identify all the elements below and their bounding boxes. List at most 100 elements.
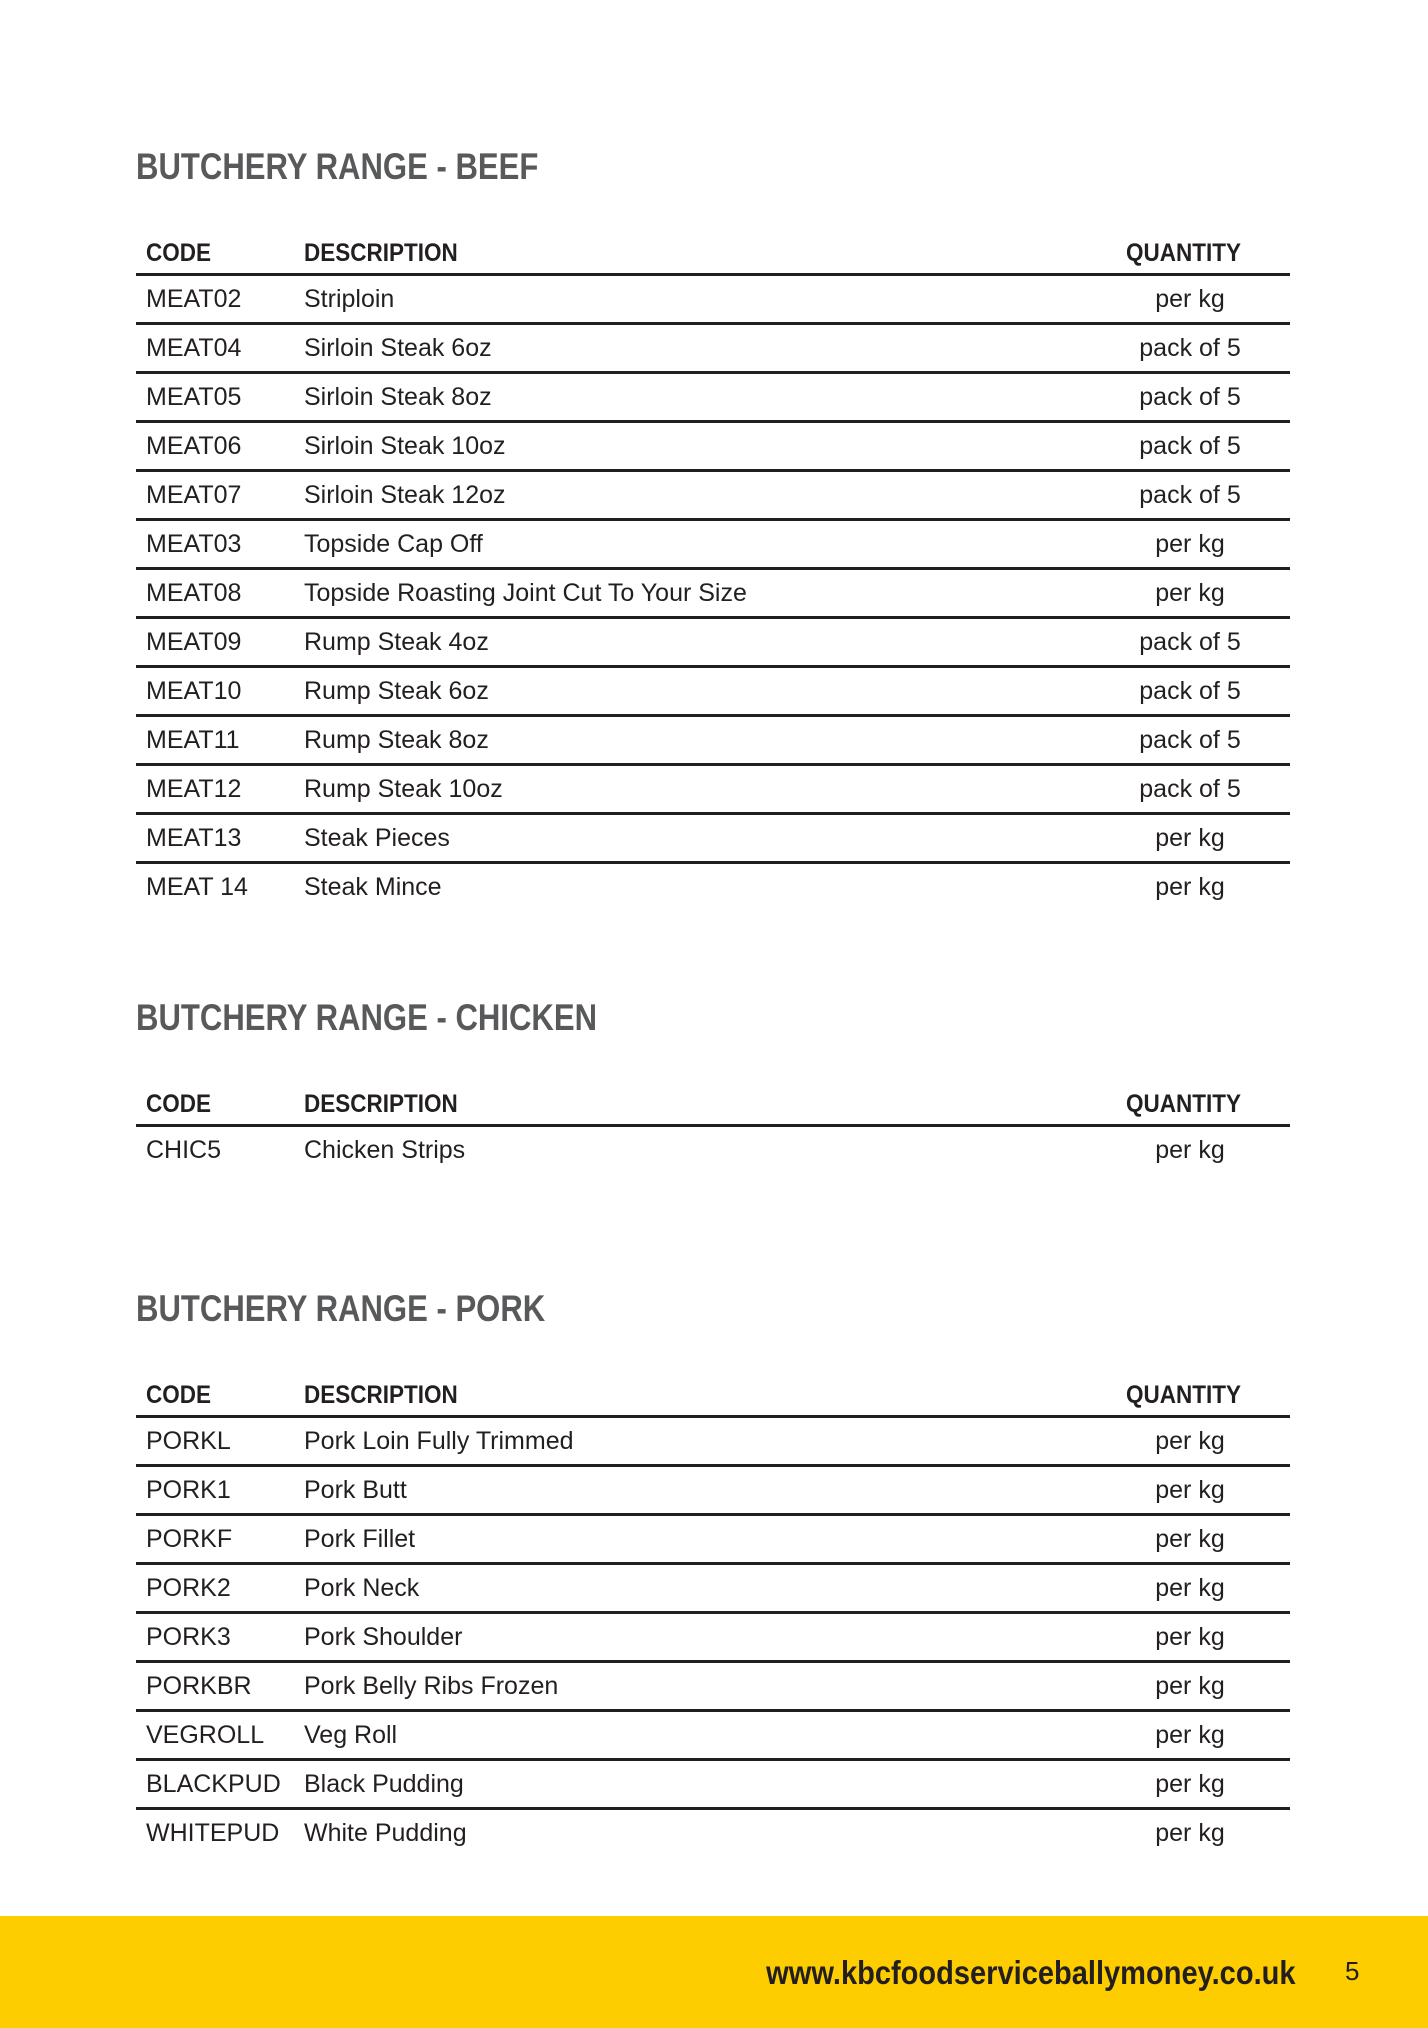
product-description: Rump Steak 8oz: [304, 715, 1090, 766]
table-row: MEAT06 Sirloin Steak 10oz pack of 5: [136, 421, 1290, 472]
product-code: MEAT02: [136, 274, 304, 325]
table-row: MEAT13 Steak Pieces per kg: [136, 813, 1290, 864]
product-quantity: per kg: [1090, 1759, 1290, 1810]
table-row: CHIC5 Chicken Strips per kg: [136, 1126, 1290, 1174]
product-code: MEAT06: [136, 421, 304, 472]
product-description: Rump Steak 4oz: [304, 617, 1090, 668]
pork-table: CODE DESCRIPTION QUANTITY PORKL Pork Loin Fu…: [136, 1375, 1290, 1856]
product-quantity: per kg: [1155, 1818, 1225, 1847]
product-description: Rump Steak 6oz: [304, 666, 1090, 717]
product-code: MEAT08: [136, 568, 304, 619]
product-description: Chicken Strips: [304, 1135, 466, 1164]
table-row: WHITEPUD White Pudding per kg: [136, 1809, 1290, 1857]
section-title-chicken: BUTCHERY RANGE - CHICKEN: [136, 997, 598, 1038]
product-quantity: per kg: [1090, 274, 1290, 325]
table-row: MEAT02 Striploin per kg: [136, 274, 1290, 325]
product-description: Pork Neck: [304, 1563, 1090, 1614]
table-row: MEAT07 Sirloin Steak 12oz pack of 5: [136, 470, 1290, 521]
header-quantity: QUANTITY: [1090, 233, 1290, 276]
product-quantity: per kg: [1090, 1514, 1290, 1565]
product-quantity: pack of 5: [1090, 372, 1290, 423]
table-row: MEAT09 Rump Steak 4oz pack of 5: [136, 617, 1290, 668]
product-description: Topside Roasting Joint Cut To Your Size: [304, 568, 1090, 619]
table-row: PORKF Pork Fillet per kg: [136, 1514, 1290, 1565]
product-code: PORKL: [136, 1416, 304, 1467]
product-code: PORK2: [136, 1563, 304, 1614]
product-quantity: pack of 5: [1090, 764, 1290, 815]
beef-table: CODE DESCRIPTION QUANTITY MEAT02 Striploin pe…: [136, 233, 1290, 910]
table-header: CODE DESCRIPTION QUANTITY: [136, 1084, 1290, 1127]
table-row: MEAT04 Sirloin Steak 6oz pack of 5: [136, 323, 1290, 374]
table-row: PORKBR Pork Belly Ribs Frozen per kg: [136, 1661, 1290, 1712]
product-code: BLACKPUD: [136, 1759, 304, 1810]
product-description: Sirloin Steak 12oz: [304, 470, 1090, 521]
header-quantity: QUANTITY: [1090, 1375, 1290, 1418]
product-description: White Pudding: [304, 1818, 467, 1847]
product-quantity: per kg: [1155, 1135, 1225, 1164]
product-description: Topside Cap Off: [304, 519, 1090, 570]
product-description: Sirloin Steak 6oz: [304, 323, 1090, 374]
table-row: PORK1 Pork Butt per kg: [136, 1465, 1290, 1516]
section-title-pork: BUTCHERY RANGE - PORK: [136, 1288, 546, 1329]
product-code: MEAT13: [136, 813, 304, 864]
product-code: PORKF: [136, 1514, 304, 1565]
table-row: PORK3 Pork Shoulder per kg: [136, 1612, 1290, 1663]
product-description: Pork Loin Fully Trimmed: [304, 1416, 1090, 1467]
product-quantity: pack of 5: [1090, 470, 1290, 521]
table-row: PORK2 Pork Neck per kg: [136, 1563, 1290, 1614]
product-code: MEAT11: [136, 715, 304, 766]
product-quantity: per kg: [1090, 1612, 1290, 1663]
product-quantity: per kg: [1090, 568, 1290, 619]
product-code: CHIC5: [146, 1135, 222, 1164]
product-quantity: pack of 5: [1090, 715, 1290, 766]
header-quantity: QUANTITY: [1090, 1084, 1290, 1127]
product-description: Pork Shoulder: [304, 1612, 1090, 1663]
product-code: PORK3: [136, 1612, 304, 1663]
product-code: PORK1: [136, 1465, 304, 1516]
section-title-beef: BUTCHERY RANGE - BEEF: [136, 146, 539, 187]
product-description: Veg Roll: [304, 1710, 1090, 1761]
product-code: MEAT10: [136, 666, 304, 717]
header-code: CODE: [136, 1375, 304, 1418]
table-row: PORKL Pork Loin Fully Trimmed per kg: [136, 1416, 1290, 1467]
table-row: MEAT03 Topside Cap Off per kg: [136, 519, 1290, 570]
product-description: Pork Fillet: [304, 1514, 1090, 1565]
product-quantity: pack of 5: [1090, 666, 1290, 717]
product-quantity: per kg: [1090, 519, 1290, 570]
product-description: Rump Steak 10oz: [304, 764, 1090, 815]
table-row: BLACKPUD Black Pudding per kg: [136, 1759, 1290, 1810]
product-quantity: per kg: [1090, 1661, 1290, 1712]
header-description: DESCRIPTION: [304, 1375, 1090, 1418]
product-quantity: per kg: [1090, 813, 1290, 864]
table-header: CODE DESCRIPTION QUANTITY: [136, 233, 1290, 276]
product-quantity: per kg: [1090, 1416, 1290, 1467]
product-quantity: pack of 5: [1090, 617, 1290, 668]
header-code: CODE: [136, 1084, 304, 1127]
product-code: MEAT05: [136, 372, 304, 423]
product-quantity: pack of 5: [1090, 421, 1290, 472]
header-code: CODE: [136, 233, 304, 276]
product-code: PORKBR: [136, 1661, 304, 1712]
product-quantity: per kg: [1090, 1465, 1290, 1516]
table-header: CODE DESCRIPTION QUANTITY: [136, 1375, 1290, 1418]
table-row: MEAT05 Sirloin Steak 8oz pack of 5: [136, 372, 1290, 423]
product-code: MEAT 14: [146, 872, 248, 901]
table-row: MEAT 14 Steak Mince per kg: [136, 863, 1290, 911]
page-number: 5: [1345, 1956, 1360, 1986]
product-description: Pork Butt: [304, 1465, 1090, 1516]
product-quantity: per kg: [1090, 1710, 1290, 1761]
product-description: Striploin: [304, 274, 1090, 325]
table-row: MEAT11 Rump Steak 8oz pack of 5: [136, 715, 1290, 766]
header-description: DESCRIPTION: [304, 1084, 1090, 1127]
product-code: WHITEPUD: [146, 1818, 280, 1847]
product-code: MEAT09: [136, 617, 304, 668]
website-link[interactable]: www.kbcfoodserviceballymoney.co.uk: [766, 1954, 1296, 1991]
product-quantity: per kg: [1155, 872, 1225, 901]
product-quantity: pack of 5: [1090, 323, 1290, 374]
table-row: VEGROLL Veg Roll per kg: [136, 1710, 1290, 1761]
table-row: MEAT10 Rump Steak 6oz pack of 5: [136, 666, 1290, 717]
product-code: MEAT12: [136, 764, 304, 815]
product-quantity: per kg: [1090, 1563, 1290, 1614]
header-description: DESCRIPTION: [304, 233, 1090, 276]
product-description: Pork Belly Ribs Frozen: [304, 1661, 1090, 1712]
